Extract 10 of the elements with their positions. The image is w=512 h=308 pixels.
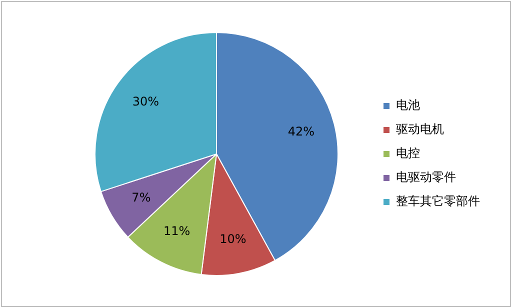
- legend-label: 电控: [396, 146, 420, 160]
- legend-label: 整车其它零部件: [396, 194, 480, 208]
- data-label: 11%: [163, 224, 190, 238]
- data-label: 42%: [288, 124, 315, 138]
- legend-label: 电驱动零件: [396, 170, 456, 184]
- data-label: 30%: [132, 94, 160, 109]
- legend-label: 电池: [396, 98, 420, 112]
- data-label: 10%: [220, 232, 246, 246]
- data-label: 7%: [132, 190, 151, 205]
- legend-label: 驱动电机: [396, 122, 444, 136]
